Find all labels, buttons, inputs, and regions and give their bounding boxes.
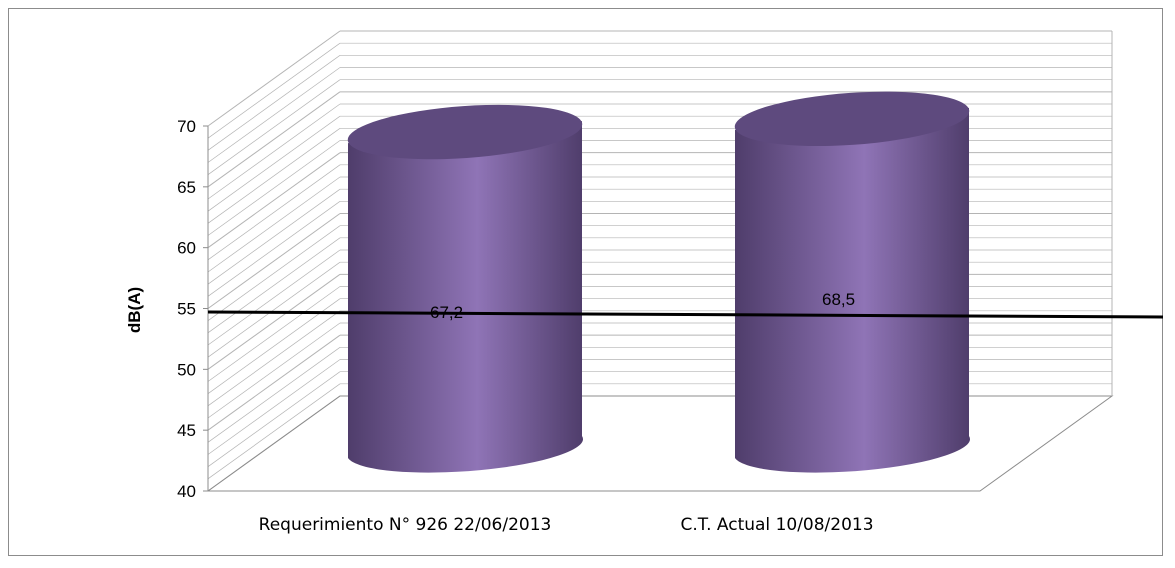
y-tick-label: 55 [177,300,196,319]
side-gridline [207,347,341,443]
chart-frame [8,8,1163,556]
side-gridline [207,237,341,334]
side-gridline [207,176,341,273]
side-gridline [207,273,341,370]
side-gridline [207,261,341,358]
side-gridline [207,42,341,139]
side-gridline [207,79,341,175]
bar-body [348,121,584,473]
x-tick-label: Requerimiento N° 926 22/06/2013 [259,515,552,535]
side-gridline [207,128,341,224]
side-gridline [207,140,341,236]
bars [347,91,970,473]
gridlines [206,30,1114,492]
y-tick-label: 60 [177,239,196,258]
y-tick-label: 50 [177,360,196,379]
bar-top [734,91,970,147]
side-gridline [207,30,341,127]
side-gridline [207,225,341,321]
bar [347,104,584,473]
side-gridline [207,383,341,480]
side-gridline [207,213,341,309]
side-gridline [207,152,341,249]
side-gridline [207,115,341,212]
bar [734,91,970,473]
side-gridline [207,298,341,394]
x-tick-label: C.T. Actual 10/08/2013 [680,515,873,535]
side-gridline [207,201,341,297]
side-gridline [207,371,341,467]
y-tick-label: 65 [177,178,196,197]
side-gridline [207,322,341,419]
floor [206,395,1114,492]
side-gridline [207,164,341,261]
y-tick-label: 45 [177,421,196,440]
reference-line [207,310,1164,319]
data-label: 68,5 [822,290,855,309]
side-gridline [207,103,341,200]
side-gridline [207,188,341,285]
side-gridline [207,310,341,407]
side-gridline [207,359,341,455]
side-gridline [207,249,341,346]
side-gridline [207,286,341,382]
y-tick-label: 70 [177,117,196,136]
bar-top [347,104,583,160]
labels: 67,2 68,5 Requerimiento N° 926 22/06/2013 C… [207,290,1164,535]
side-gridline [207,67,341,163]
side-gridline [207,91,341,188]
y-axis-label: dB(A) [125,287,144,333]
axes: 40 45 50 55 60 65 70 [177,117,209,501]
side-gridline [207,334,341,431]
side-gridline [207,55,341,151]
data-label: 67,2 [430,303,463,322]
bar-body [735,107,970,473]
y-tick-label: 40 [177,482,196,501]
